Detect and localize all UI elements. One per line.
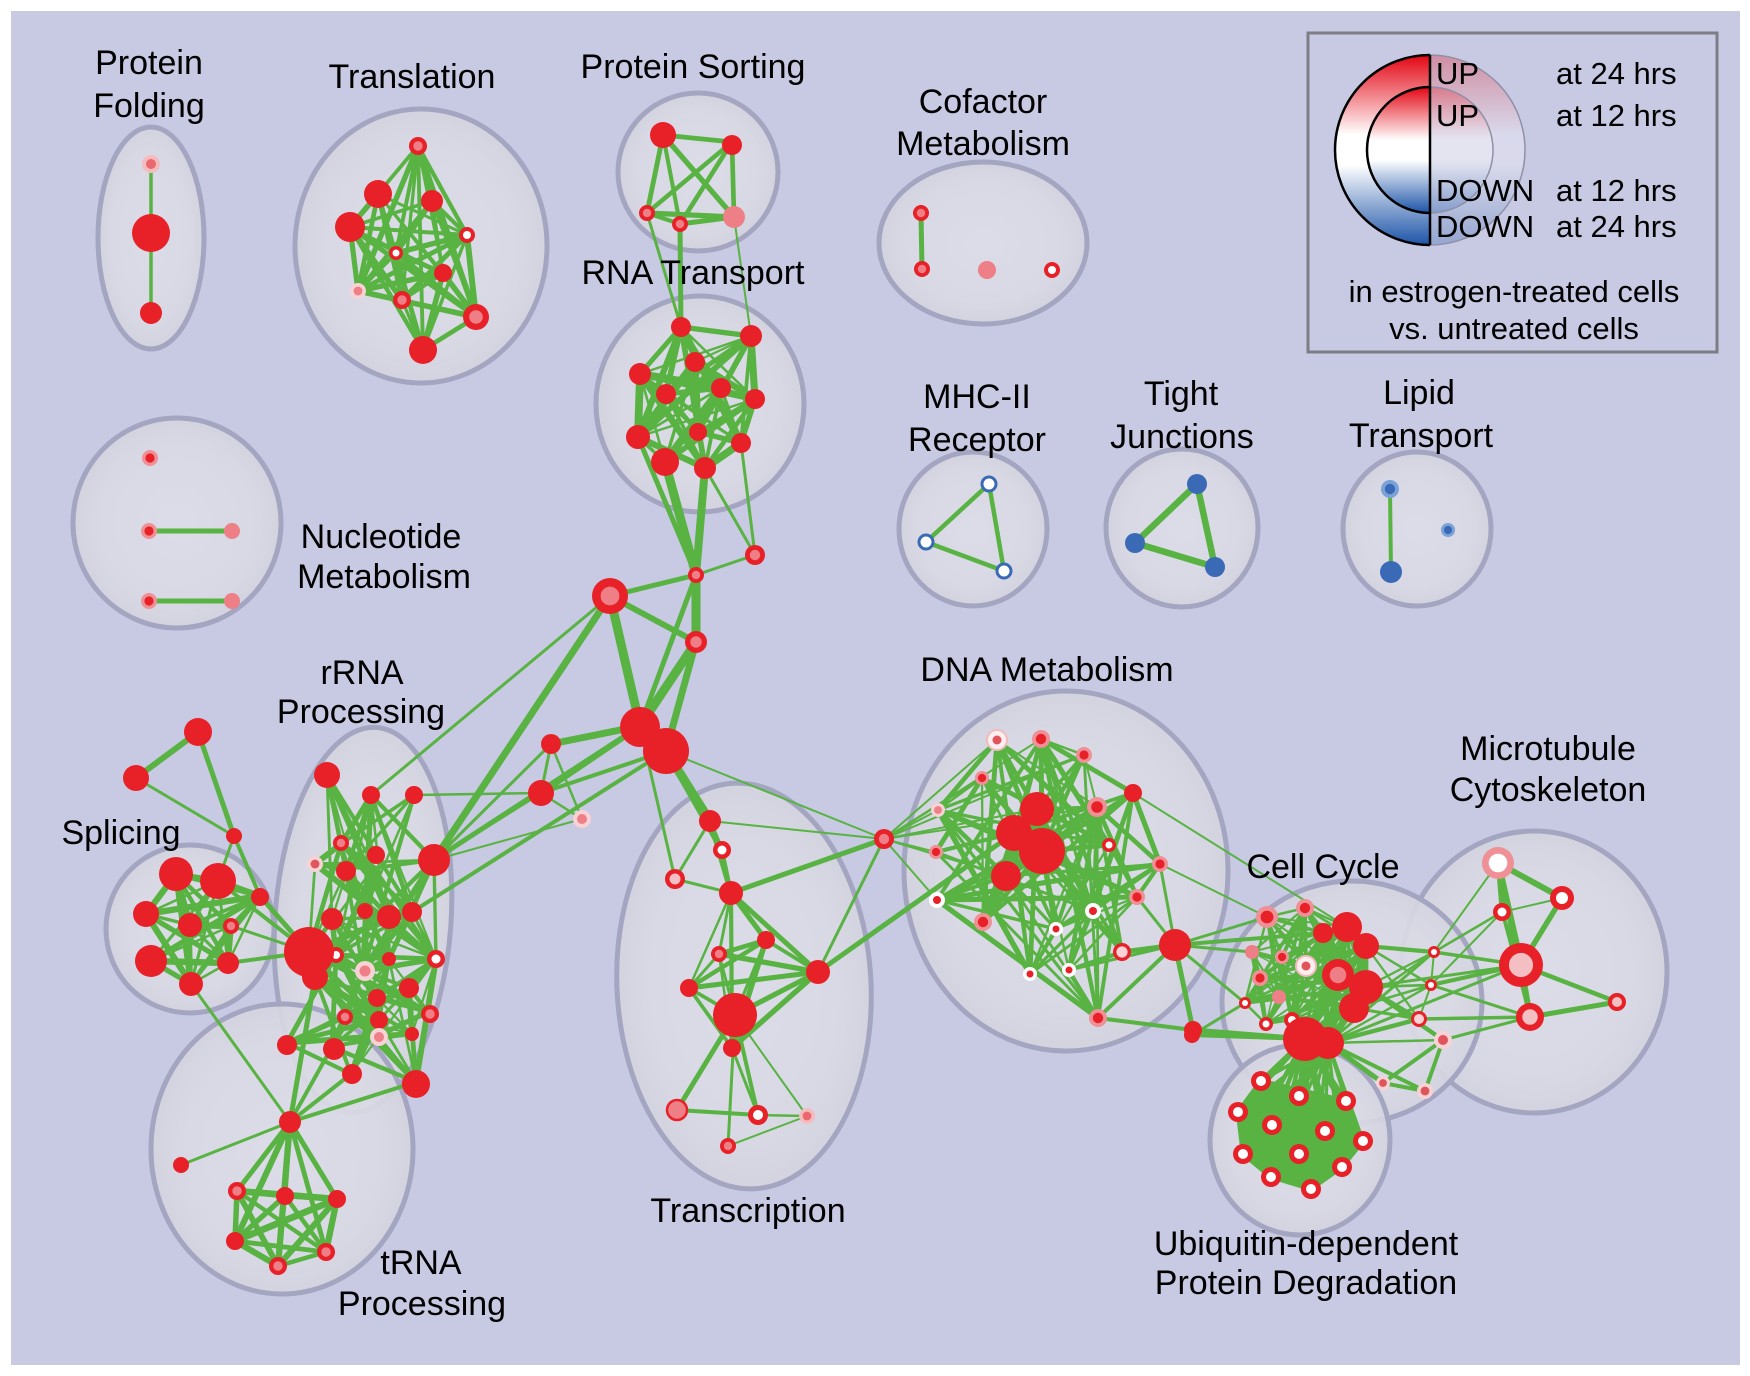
svg-text:Protein Degradation: Protein Degradation [1155, 1264, 1457, 1302]
svg-text:Cytoskeleton: Cytoskeleton [1450, 771, 1647, 809]
svg-text:Cell Cycle: Cell Cycle [1246, 848, 1399, 886]
svg-text:Tight: Tight [1144, 375, 1219, 413]
svg-text:Processing: Processing [277, 693, 445, 731]
svg-text:Metabolism: Metabolism [896, 125, 1070, 163]
svg-text:at 24 hrs: at 24 hrs [1556, 56, 1677, 91]
svg-text:Lipid: Lipid [1383, 374, 1455, 412]
svg-text:rRNA: rRNA [320, 654, 403, 692]
svg-text:at 12 hrs: at 12 hrs [1556, 98, 1677, 133]
svg-text:UP: UP [1436, 56, 1479, 91]
svg-text:Protein Sorting: Protein Sorting [581, 48, 806, 86]
svg-text:Receptor: Receptor [908, 421, 1046, 459]
svg-text:Transcription: Transcription [650, 1192, 845, 1230]
svg-text:Protein: Protein [95, 44, 203, 82]
svg-text:Translation: Translation [329, 58, 496, 96]
svg-text:DOWN: DOWN [1436, 209, 1534, 244]
svg-text:DOWN: DOWN [1436, 173, 1534, 208]
svg-text:Folding: Folding [93, 87, 205, 125]
svg-text:Metabolism: Metabolism [297, 558, 471, 596]
svg-text:Ubiquitin-dependent: Ubiquitin-dependent [1154, 1225, 1459, 1263]
svg-text:Junctions: Junctions [1110, 418, 1254, 456]
svg-text:Processing: Processing [338, 1285, 506, 1323]
svg-text:tRNA: tRNA [380, 1244, 462, 1282]
svg-text:Nucleotide: Nucleotide [301, 518, 462, 556]
svg-text:Splicing: Splicing [61, 814, 180, 852]
svg-text:at 24 hrs: at 24 hrs [1556, 209, 1677, 244]
svg-text:Microtubule: Microtubule [1460, 730, 1636, 768]
svg-text:at 12 hrs: at 12 hrs [1556, 173, 1677, 208]
svg-text:UP: UP [1436, 98, 1479, 133]
svg-text:DNA Metabolism: DNA Metabolism [920, 651, 1173, 689]
svg-text:Transport: Transport [1349, 417, 1494, 455]
svg-text:vs. untreated cells: vs. untreated cells [1389, 311, 1639, 346]
svg-text:Cofactor: Cofactor [919, 83, 1048, 121]
svg-text:RNA Transport: RNA Transport [582, 254, 806, 292]
svg-text:in estrogen-treated cells: in estrogen-treated cells [1349, 274, 1680, 309]
svg-text:MHC-II: MHC-II [923, 378, 1031, 416]
